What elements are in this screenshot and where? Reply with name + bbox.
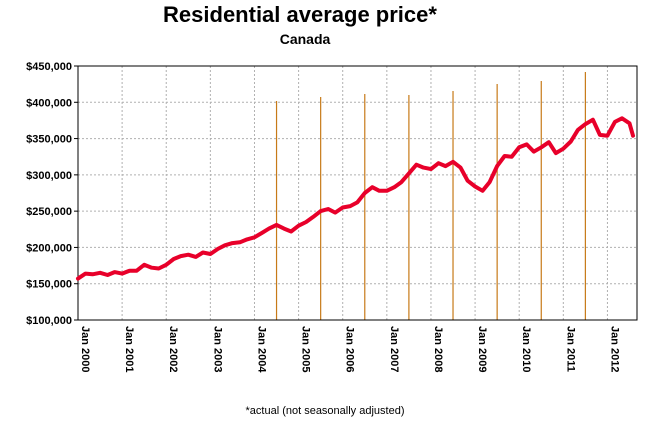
markers — [275, 72, 586, 320]
x-tick-label: Jan 2012 — [608, 326, 620, 372]
grid — [77, 65, 637, 321]
series-line — [76, 116, 635, 281]
y-tick-label: $100,000 — [26, 315, 72, 327]
x-tick-label: Jan 2000 — [79, 326, 91, 372]
y-tick-label: $150,000 — [26, 279, 72, 291]
x-tick-label: Jan 2005 — [300, 326, 312, 372]
series — [76, 116, 635, 281]
x-tick-label: Jan 2007 — [388, 326, 400, 372]
chart-title: Residential average price* — [163, 2, 437, 27]
y-tick-label: $450,000 — [26, 61, 72, 73]
x-tick-label: Jan 2001 — [123, 326, 135, 372]
x-tick-label: Jan 2002 — [167, 326, 179, 372]
footnote: *actual (not seasonally adjusted) — [246, 405, 405, 417]
y-tick-label: $200,000 — [26, 242, 72, 254]
x-tick-label: Jan 2004 — [255, 326, 267, 373]
x-tick-label: Jan 2003 — [211, 326, 223, 372]
y-tick-label: $350,000 — [26, 134, 72, 146]
x-tick-label: Jan 2010 — [520, 326, 532, 372]
x-tick-label: Jan 2008 — [432, 326, 444, 372]
y-tick-label: $300,000 — [26, 170, 72, 182]
tick-labels: $100,000 $150,000 $200,000 $250,000 $300,000… — [26, 61, 620, 373]
x-tick-label: Jan 2006 — [344, 326, 356, 372]
chart-subtitle: Canada — [280, 31, 331, 47]
x-tick-label: Jan 2009 — [476, 326, 488, 372]
axes — [74, 65, 638, 321]
x-tick-label: Jan 2011 — [564, 326, 576, 372]
y-tick-label: $400,000 — [26, 97, 72, 109]
plot-frame — [77, 65, 638, 321]
y-tick-label: $250,000 — [26, 206, 72, 218]
